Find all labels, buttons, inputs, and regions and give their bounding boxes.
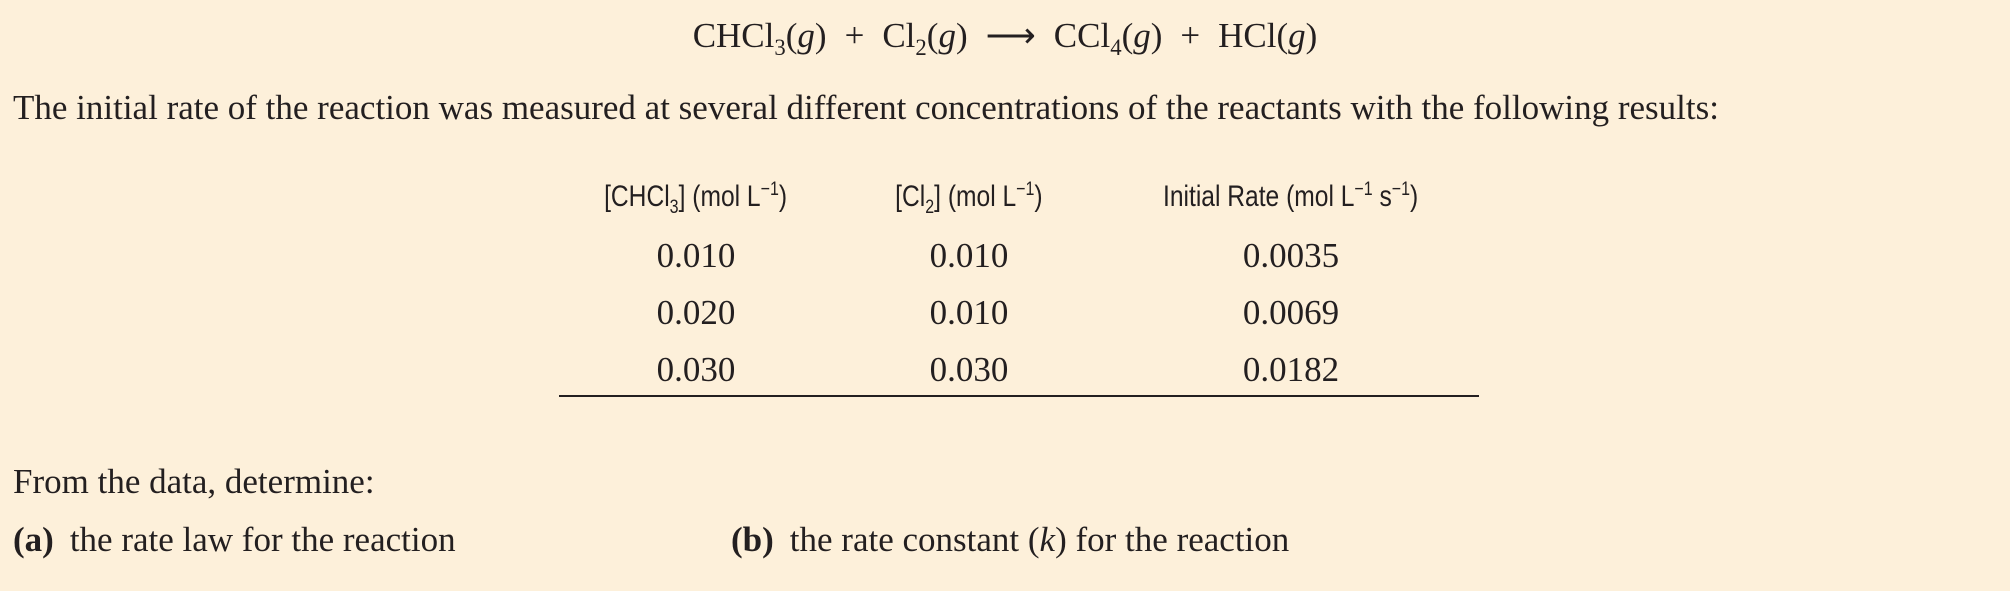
cell: 0.0182 <box>1242 350 1340 389</box>
text-segment: Initial Rate (mol L <box>1163 180 1355 213</box>
cell: 0.010 <box>656 236 736 275</box>
cell: 0.020 <box>656 293 736 332</box>
cell: 0.0069 <box>1242 293 1340 332</box>
part-text: the rate constant (k) for the reaction <box>790 520 1290 559</box>
cell: 0.030 <box>929 350 1009 389</box>
species: CHCl3(g) <box>692 16 827 59</box>
text-segment: −1 <box>1016 178 1035 200</box>
cell: 0.010 <box>929 293 1009 332</box>
part-label: (b) <box>731 520 774 559</box>
text-segment: ) for the reaction <box>1055 520 1290 559</box>
text-segment: g <box>1133 16 1151 55</box>
equation: CHCl3(g) + Cl2(g) ⟶ CCl4(g) + HCl(g) <box>0 16 2010 59</box>
column-header: [CHCl3] (mol L−1) <box>516 178 876 217</box>
text-segment: 4 <box>1110 35 1122 60</box>
species: CCl4(g) <box>1053 16 1163 59</box>
text-segment: 2 <box>925 196 935 218</box>
text-segment: [Cl <box>895 180 926 213</box>
text-segment: −1 <box>761 178 780 200</box>
part-text: the rate law for the reaction <box>70 520 456 559</box>
column-header: [Cl2] (mol L−1) <box>789 178 1149 217</box>
text-segment: ( <box>926 16 939 55</box>
part: (b) the rate constant (k) for the reactio… <box>731 520 1289 560</box>
intro: The initial rate of the reaction was mea… <box>13 88 1719 127</box>
part-label: (a) <box>13 520 54 559</box>
text-segment: the rate law for the reaction <box>69 520 456 559</box>
text-segment: ) <box>814 16 827 55</box>
text-segment: CHCl <box>692 16 775 55</box>
text-segment: s <box>1373 180 1393 213</box>
text-segment: 2 <box>915 35 927 60</box>
header-text: [CHCl3] (mol L−1) <box>604 178 788 217</box>
text-segment: −1 <box>1392 178 1411 200</box>
text-segment: g <box>938 16 956 55</box>
text-segment: [CHCl <box>604 180 671 213</box>
operator: ⟶ <box>985 16 1036 55</box>
cell: 0.030 <box>656 350 736 389</box>
text-segment: k <box>1039 520 1056 559</box>
text-segment: ( <box>1121 16 1134 55</box>
text-segment: ] (mol L <box>934 180 1017 213</box>
text-segment: ( <box>785 16 798 55</box>
part: (a) the rate law for the reaction <box>13 520 456 560</box>
text-segment: ] (mol L <box>679 180 762 213</box>
header-text: Initial Rate (mol L−1 s−1) <box>1163 178 1419 214</box>
text-segment: 3 <box>774 35 786 60</box>
text-segment: HCl( <box>1218 16 1289 55</box>
species: HCl(g) <box>1218 16 1317 55</box>
operator: + <box>844 16 865 55</box>
cell: 0.0035 <box>1242 236 1340 275</box>
column-header: Initial Rate (mol L−1 s−1) <box>1111 178 1471 214</box>
text-segment: ) <box>1034 180 1043 213</box>
text-segment: ) <box>1305 16 1318 55</box>
text-segment: −1 <box>1354 178 1374 200</box>
cell: 0.010 <box>929 236 1009 275</box>
species: Cl2(g) <box>882 16 968 59</box>
text-segment: ) <box>779 180 788 213</box>
text-segment: g <box>797 16 815 55</box>
table-rule <box>559 395 1479 397</box>
header-text: [Cl2] (mol L−1) <box>895 178 1043 217</box>
text-segment: g <box>1288 16 1306 55</box>
prompt: From the data, determine: <box>13 462 375 501</box>
text-segment: the rate constant ( <box>789 520 1040 559</box>
operator: + <box>1180 16 1201 55</box>
text-segment: CCl <box>1053 16 1111 55</box>
text-segment: 3 <box>670 196 680 218</box>
text-segment: Cl <box>882 16 916 55</box>
text-segment: ) <box>1410 180 1419 213</box>
text-segment: ) <box>1150 16 1163 55</box>
text-segment: ) <box>955 16 968 55</box>
